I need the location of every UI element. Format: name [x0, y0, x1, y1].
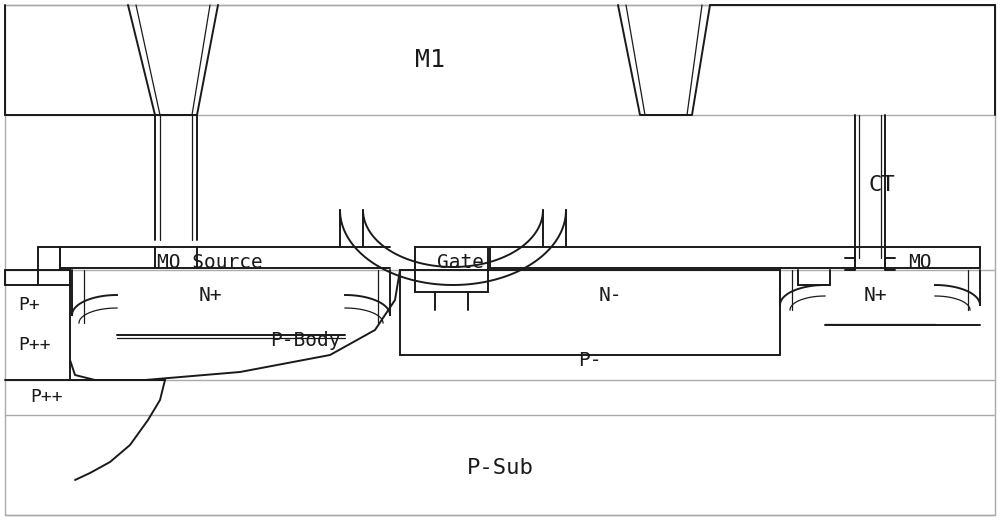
Text: P-Sub: P-Sub	[467, 458, 533, 478]
Text: P++: P++	[18, 336, 51, 354]
Text: P++: P++	[30, 388, 63, 406]
Text: P-: P-	[578, 350, 602, 370]
Text: Gate: Gate	[436, 253, 484, 271]
Text: N+: N+	[863, 285, 887, 305]
Text: MO Source: MO Source	[157, 253, 263, 271]
Bar	[415, 247, 488, 292]
Text: P-Body: P-Body	[270, 331, 340, 349]
Text: N+: N+	[198, 285, 222, 305]
Text: CT: CT	[869, 175, 895, 195]
Text: P+: P+	[18, 296, 40, 314]
Text: N-: N-	[598, 285, 622, 305]
Text: M1: M1	[415, 48, 445, 72]
Text: MO: MO	[908, 253, 932, 271]
